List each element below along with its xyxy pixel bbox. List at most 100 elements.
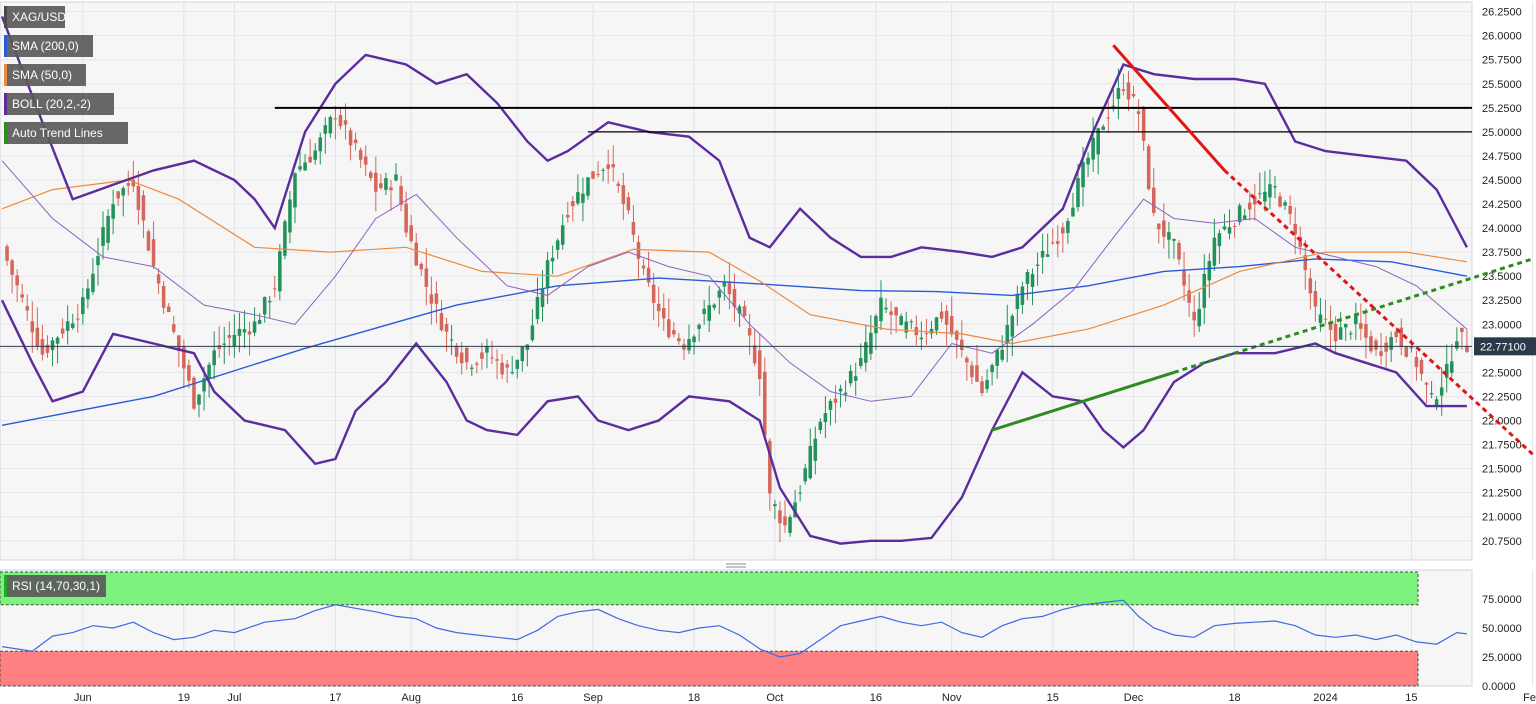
candle-up xyxy=(207,364,211,379)
candle-down xyxy=(616,183,621,187)
resistance-trend-dotted-line xyxy=(1223,169,1534,456)
candle-up xyxy=(808,445,813,479)
candle-down xyxy=(742,306,747,317)
candle-up xyxy=(1081,162,1085,188)
candle-up xyxy=(828,400,833,410)
candle-down xyxy=(833,398,838,403)
candle-up xyxy=(1273,186,1277,188)
candle-up xyxy=(581,193,585,203)
candle-down xyxy=(566,214,570,218)
candle-down xyxy=(409,225,413,242)
candle-down xyxy=(374,172,378,192)
y-tick-label: 25.0000 xyxy=(1482,127,1522,139)
candle-down xyxy=(363,156,368,165)
candle-up xyxy=(222,343,227,345)
candle-down xyxy=(661,307,666,319)
candle-down xyxy=(1359,323,1363,329)
candle-up xyxy=(1020,286,1025,305)
overbought-zone xyxy=(0,571,1419,606)
last-price-tag xyxy=(1474,337,1536,356)
candle-down xyxy=(1232,226,1237,228)
candle-down xyxy=(247,331,252,335)
candle-up xyxy=(1116,88,1121,99)
candle-up xyxy=(909,321,914,323)
y-tick-label: 21.5000 xyxy=(1482,464,1522,476)
legend-item: Auto Trend Lines xyxy=(4,122,128,144)
candle-down xyxy=(1126,82,1131,100)
candle-up xyxy=(470,367,474,369)
candle-down xyxy=(1288,206,1292,214)
candle-down xyxy=(343,120,348,125)
legend-item: XAG/USD xyxy=(4,6,66,28)
candle-up xyxy=(70,323,75,328)
candle-down xyxy=(980,381,984,394)
candle-up xyxy=(197,394,201,405)
candle-up xyxy=(843,392,848,395)
candle-up xyxy=(394,174,398,181)
candle-up xyxy=(540,289,545,308)
candle-up xyxy=(702,308,706,315)
candle-up xyxy=(929,328,934,334)
candle-down xyxy=(439,313,444,331)
legend-label: XAG/USD xyxy=(12,10,66,24)
candle-up xyxy=(1066,221,1070,233)
candle-down xyxy=(182,346,186,369)
candle-up xyxy=(298,166,302,170)
candle-down xyxy=(1061,227,1065,234)
candle-up xyxy=(323,125,328,134)
y-tick-label: 21.2500 xyxy=(1482,488,1522,500)
candle-down xyxy=(763,371,767,436)
candle-up xyxy=(106,215,110,243)
candle-down xyxy=(429,294,434,304)
candle-up xyxy=(1409,347,1414,349)
candle-up xyxy=(252,321,257,333)
candle-down xyxy=(505,364,509,368)
indicator-line-boll-20-2-2-lower xyxy=(0,299,1467,545)
candle-up xyxy=(1096,128,1100,155)
x-tick-label: 15 xyxy=(1405,692,1417,704)
candle-down xyxy=(1313,290,1318,307)
candle-down xyxy=(596,174,600,176)
rsi-plot-area: 75.0000 50.0000 25.0000 0.0000 xyxy=(0,569,1534,693)
candle-down xyxy=(672,330,676,335)
candle-up xyxy=(904,321,908,333)
candle-up xyxy=(1015,293,1020,310)
candle-down xyxy=(35,327,40,347)
candle-up xyxy=(712,304,717,308)
candle-up xyxy=(65,321,70,331)
rsi-line xyxy=(1,599,1467,658)
candle-down xyxy=(1328,321,1333,330)
candle-up xyxy=(1025,271,1030,284)
candle-down xyxy=(646,267,651,283)
candle-down xyxy=(1136,111,1141,115)
candle-down xyxy=(151,239,156,266)
y-tick-label: 25.7500 xyxy=(1482,55,1522,67)
candle-up xyxy=(328,117,333,134)
y-tick-label: 23.7500 xyxy=(1482,247,1522,259)
candle-down xyxy=(752,345,757,364)
y-tick-label: 24.5000 xyxy=(1482,175,1522,187)
candle-down xyxy=(444,324,449,332)
rsi-title: RSI (14,70,30,1) xyxy=(12,579,100,593)
y-tick-label: 24.0000 xyxy=(1482,223,1522,235)
candle-down xyxy=(1298,236,1303,247)
legend-tag-bg xyxy=(4,93,114,115)
rsi-y-tick-label: 50.0000 xyxy=(1482,623,1522,635)
candle-down xyxy=(1141,107,1146,141)
candle-up xyxy=(293,173,297,208)
candle-down xyxy=(970,365,974,378)
x-tick-label: 16 xyxy=(511,692,523,704)
x-tick-label: 19 xyxy=(178,692,190,704)
candle-down xyxy=(621,185,626,204)
candle-up xyxy=(1071,207,1075,217)
legend-color-swatch xyxy=(4,35,7,57)
candle-up xyxy=(313,150,317,160)
candle-down xyxy=(131,179,136,187)
candle-up xyxy=(1258,193,1262,195)
candle-down xyxy=(464,347,469,363)
candle-up xyxy=(1434,399,1439,407)
candle-down xyxy=(273,288,277,290)
candle-up xyxy=(1167,232,1171,240)
candle-down xyxy=(682,344,686,350)
y-tick-label: 23.0000 xyxy=(1482,319,1522,331)
